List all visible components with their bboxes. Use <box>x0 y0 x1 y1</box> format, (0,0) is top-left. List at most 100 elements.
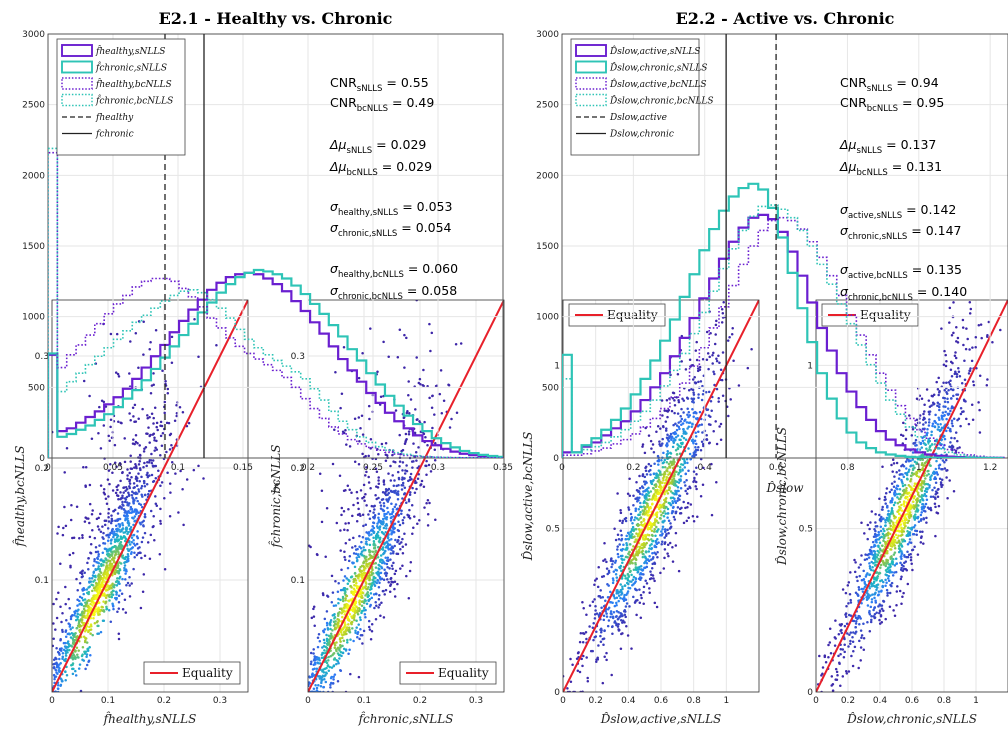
scatter-point <box>684 432 687 436</box>
scatter-point <box>649 507 652 510</box>
scatter-point <box>693 410 697 414</box>
scatter-point <box>352 580 355 584</box>
scatter-point <box>357 462 361 466</box>
scatter-point <box>659 444 662 448</box>
scatter-point <box>393 587 396 591</box>
scatter-point <box>105 605 108 609</box>
scatter-point <box>153 538 156 542</box>
scatter-point <box>121 471 124 474</box>
scatter-point <box>420 479 424 483</box>
scatter-point <box>626 634 630 637</box>
scatter-point <box>614 615 618 618</box>
scatter-point <box>150 452 153 456</box>
scatter-point <box>939 481 943 484</box>
scatter-point <box>134 477 138 480</box>
scatter-point <box>95 517 99 521</box>
scatter-point <box>384 556 387 560</box>
scatter-point <box>127 531 130 534</box>
scatter-point <box>88 645 91 649</box>
scatter-point <box>414 408 417 411</box>
scatter-point <box>105 502 109 506</box>
scatter-point <box>585 637 588 641</box>
scatter-point <box>673 411 676 415</box>
scatter-point <box>81 599 85 602</box>
scatter-point <box>62 641 66 645</box>
scatter-point <box>938 403 941 406</box>
scatter-point <box>405 437 408 441</box>
scatter-point <box>392 561 395 565</box>
scatter-point <box>345 626 349 629</box>
scatter-point <box>412 442 415 445</box>
scatter-point <box>121 494 124 498</box>
scatter-point <box>53 675 57 679</box>
scatter-point <box>151 433 155 436</box>
scatter-point <box>576 651 580 655</box>
scatter-point <box>380 561 384 565</box>
scatter-point <box>860 587 863 591</box>
scatter-point <box>662 473 665 476</box>
scatter-point <box>343 633 346 636</box>
x-tick-label: 0.4 <box>621 696 636 706</box>
scatter-point <box>371 550 375 554</box>
scatter-point <box>658 483 662 487</box>
scatter-point <box>393 479 396 482</box>
scatter-point <box>416 477 420 481</box>
scatter-point <box>658 473 662 477</box>
scatter-point <box>403 442 407 446</box>
scatter-point <box>650 538 653 541</box>
scatter-point <box>129 418 132 422</box>
scatter-point <box>717 396 720 400</box>
scatter-point <box>621 521 624 525</box>
scatter-point <box>97 565 100 568</box>
scatter-point <box>593 598 596 601</box>
scatter-point <box>161 431 165 435</box>
scatter-point <box>66 640 70 643</box>
scatter-point <box>427 463 431 467</box>
scatter-point <box>325 639 329 643</box>
scatter-point <box>354 601 357 605</box>
scatter-point <box>673 493 676 496</box>
scatter-point <box>634 566 638 569</box>
scatter-point <box>321 646 324 649</box>
scatter-point <box>149 392 153 395</box>
scatter-point <box>593 583 596 586</box>
scatter-point <box>887 509 890 513</box>
scatter-point <box>83 652 87 655</box>
scatter-point <box>61 630 64 633</box>
scatter-point <box>116 518 119 521</box>
scatter-point <box>397 477 401 481</box>
scatter-point <box>358 440 361 443</box>
scatter-point <box>332 664 336 667</box>
scatter-point <box>174 472 177 475</box>
scatter-point <box>348 538 351 542</box>
scatter-point <box>69 617 73 621</box>
scatter-point <box>969 307 973 311</box>
scatter-point <box>392 530 396 534</box>
scatter-point <box>357 555 361 559</box>
scatter-point <box>123 500 127 504</box>
scatter-point <box>611 563 614 566</box>
scatter-point <box>662 502 666 505</box>
scatter-point <box>138 480 141 483</box>
scatter-point <box>389 577 392 581</box>
scatter-point <box>384 442 388 445</box>
x-tick-label: 0.2 <box>589 696 603 706</box>
scatter-point <box>104 405 108 408</box>
scatter-point <box>650 547 654 550</box>
scatter-point <box>620 577 624 580</box>
scatter-point <box>373 546 376 550</box>
scatter-point <box>401 521 405 525</box>
scatter-point <box>365 555 368 559</box>
scatter-point <box>319 684 323 688</box>
scatter-point <box>662 514 666 518</box>
scatter-point <box>659 533 662 537</box>
scatter-point <box>611 632 614 635</box>
scatter-point <box>685 458 689 461</box>
scatter-point <box>640 596 643 600</box>
scatter-point <box>325 506 329 510</box>
scatter-point <box>355 520 359 523</box>
scatter-point <box>384 574 388 578</box>
scatter-point <box>857 614 860 618</box>
x-tick-label: 0.6 <box>654 696 669 706</box>
scatter-point <box>120 592 124 596</box>
